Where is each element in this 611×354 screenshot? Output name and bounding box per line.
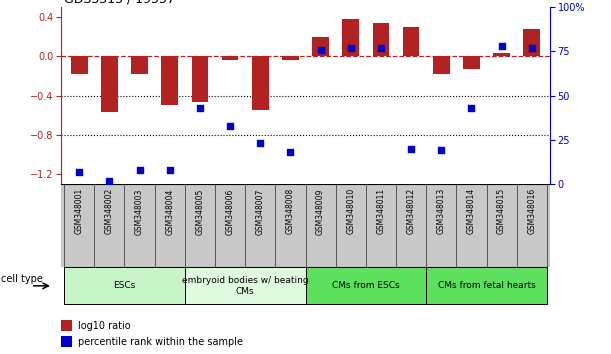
Text: GSM348003: GSM348003 xyxy=(135,188,144,235)
Bar xyxy=(101,56,118,112)
Bar xyxy=(463,56,480,69)
Text: GSM348002: GSM348002 xyxy=(105,188,114,234)
Bar xyxy=(373,23,389,56)
Point xyxy=(225,123,235,129)
Text: log10 ratio: log10 ratio xyxy=(78,321,131,331)
Bar xyxy=(71,56,87,74)
Bar xyxy=(493,53,510,56)
Point xyxy=(75,169,84,175)
Point xyxy=(527,45,536,51)
Text: percentile rank within the sample: percentile rank within the sample xyxy=(78,337,243,347)
Point xyxy=(497,43,507,49)
Text: GSM348010: GSM348010 xyxy=(346,188,355,234)
Point xyxy=(255,141,265,146)
Point xyxy=(346,45,356,51)
Point xyxy=(104,178,114,183)
Point xyxy=(165,167,175,173)
Bar xyxy=(185,267,306,304)
Text: GSM348008: GSM348008 xyxy=(286,188,295,234)
Point xyxy=(195,105,205,111)
Bar xyxy=(192,56,208,102)
Bar xyxy=(131,56,148,74)
Point xyxy=(376,45,386,51)
Bar xyxy=(433,56,450,74)
Text: GSM348015: GSM348015 xyxy=(497,188,506,234)
Point xyxy=(285,149,295,155)
Text: cell type: cell type xyxy=(1,274,43,284)
Text: GSM348013: GSM348013 xyxy=(437,188,446,234)
Text: GSM348001: GSM348001 xyxy=(75,188,84,234)
Bar xyxy=(403,27,419,56)
Text: GSM348012: GSM348012 xyxy=(406,188,415,234)
Text: GSM348009: GSM348009 xyxy=(316,188,325,235)
Text: GSM348016: GSM348016 xyxy=(527,188,536,234)
Point xyxy=(467,105,477,111)
Text: CMs from fetal hearts: CMs from fetal hearts xyxy=(437,281,535,290)
Bar xyxy=(342,19,359,56)
Text: GSM348007: GSM348007 xyxy=(256,188,265,235)
Point xyxy=(134,167,144,173)
Point xyxy=(316,47,326,52)
Bar xyxy=(426,267,547,304)
Text: GSM348004: GSM348004 xyxy=(165,188,174,235)
Text: GDS3513 / 19557: GDS3513 / 19557 xyxy=(64,0,175,5)
Text: GSM348006: GSM348006 xyxy=(225,188,235,235)
Text: embryoid bodies w/ beating
CMs: embryoid bodies w/ beating CMs xyxy=(182,276,309,296)
Bar xyxy=(64,267,185,304)
Text: GSM348014: GSM348014 xyxy=(467,188,476,234)
Bar xyxy=(312,36,329,56)
Bar xyxy=(524,29,540,56)
Bar xyxy=(282,56,299,60)
Bar xyxy=(222,56,238,60)
Bar xyxy=(252,56,269,110)
Point xyxy=(436,148,446,153)
Bar xyxy=(161,56,178,105)
Point xyxy=(406,146,416,152)
Bar xyxy=(306,267,426,304)
Text: GSM348011: GSM348011 xyxy=(376,188,386,234)
Text: GSM348005: GSM348005 xyxy=(196,188,205,235)
Text: ESCs: ESCs xyxy=(113,281,136,290)
Text: CMs from ESCs: CMs from ESCs xyxy=(332,281,400,290)
